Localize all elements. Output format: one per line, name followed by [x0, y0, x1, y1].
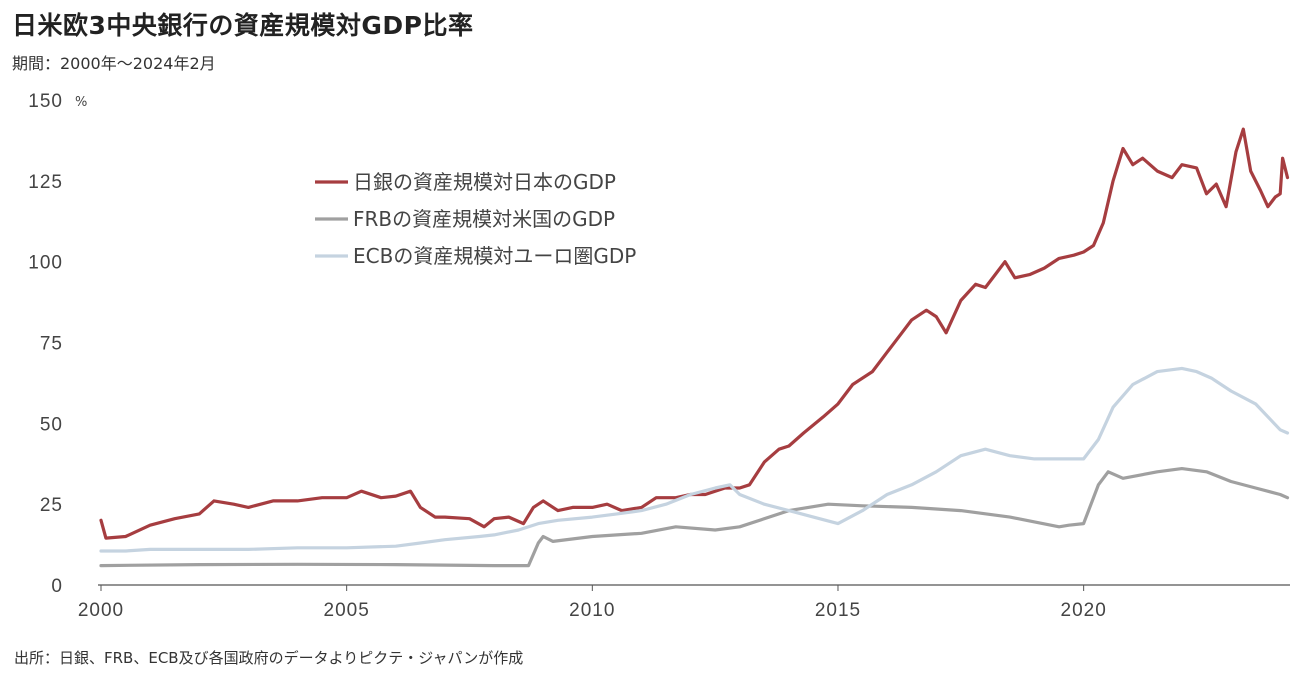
legend-label: ECBの資産規模対ユーロ圏GDP — [353, 244, 636, 268]
y-unit-label: % — [75, 95, 87, 110]
legend-label: 日銀の資産規模対日本のGDP — [353, 170, 616, 194]
x-tick-label: 2005 — [324, 600, 370, 621]
x-tick-label: 2010 — [569, 600, 615, 621]
x-tick-label: 2020 — [1061, 600, 1107, 621]
legend: 日銀の資産規模対日本のGDP FRBの資産規模対米国のGDP ECBの資産規模対ユー… — [315, 170, 636, 268]
series-line-1 — [99, 127, 1290, 540]
y-tick-label: 0 — [51, 576, 63, 597]
chart-axes: 0 25 50 75 100 125 150 % 2000 2005 2010 2015 2020 — [28, 91, 1290, 621]
y-tick-label: 150 — [28, 91, 63, 112]
x-tick-label: 2000 — [78, 600, 124, 621]
series-layer — [99, 127, 1290, 568]
period-label: 期間：2000年～2024年2月 — [12, 54, 216, 73]
x-tick-label: 2015 — [815, 600, 861, 621]
y-tick-label: 100 — [28, 253, 63, 274]
series-line-3 — [99, 366, 1290, 553]
y-tick-label: 75 — [40, 334, 63, 355]
y-tick-label: 25 — [40, 495, 63, 516]
legend-label: FRBの資産規模対米国のGDP — [353, 207, 615, 231]
chart-title: 日米欧3中央銀行の資産規模対GDP比率 — [12, 11, 474, 40]
y-tick-label: 50 — [40, 414, 63, 435]
series-line-2 — [99, 467, 1290, 568]
y-tick-label: 125 — [28, 172, 63, 193]
line-chart: 0 25 50 75 100 125 150 % 2000 2005 2010 2015 2020 日銀… — [28, 91, 1290, 621]
source-note: 出所：日銀、FRB、ECB及び各国政府のデータよりピクテ・ジャパンが作成 — [14, 649, 524, 667]
